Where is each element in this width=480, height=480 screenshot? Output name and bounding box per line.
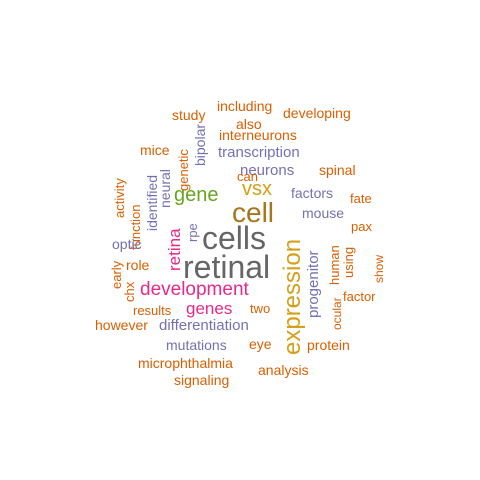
word-differentiation: differentiation: [159, 317, 249, 334]
word-however: however: [95, 317, 148, 333]
word-microphthalmia: microphthalmia: [138, 355, 233, 371]
word-optic: optic: [112, 236, 142, 252]
word-study: study: [172, 107, 206, 123]
word-progenitor: progenitor: [305, 250, 322, 318]
word-genes: genes: [186, 299, 233, 318]
word-signaling: signaling: [174, 372, 230, 388]
word-two: two: [250, 301, 271, 316]
word-mouse: mouse: [302, 205, 345, 221]
word-retinal: retinal: [183, 249, 271, 285]
word-factors: factors: [291, 185, 334, 201]
word-fate: fate: [350, 191, 372, 206]
word-bipolar: bipolar: [192, 123, 208, 166]
word-chx: chx: [122, 281, 137, 302]
word-transcription: transcription: [218, 144, 300, 161]
word-retina: retina: [165, 228, 184, 271]
word-human: human: [327, 245, 342, 285]
word-protein: protein: [307, 337, 350, 353]
word-identified: identified: [144, 174, 160, 231]
word-mice: mice: [140, 142, 170, 158]
word-gene: gene: [174, 184, 219, 206]
word-can: can: [237, 169, 258, 184]
word-spinal: spinal: [319, 162, 356, 178]
word-interneurons: interneurons: [219, 127, 297, 143]
word-neural: neural: [157, 169, 173, 208]
word-results: results: [133, 303, 172, 318]
word-vsx: vsx: [242, 178, 272, 200]
word-pax: pax: [351, 219, 372, 234]
word-mutations: mutations: [166, 337, 227, 353]
word-factor: factor: [343, 289, 376, 304]
word-neurons: neurons: [240, 162, 295, 179]
word-activity: activity: [112, 178, 127, 218]
word-ocular: ocular: [330, 297, 344, 330]
word-cell: cell: [232, 197, 275, 228]
word-show: show: [372, 254, 386, 283]
word-developing: developing: [283, 105, 351, 121]
word-genetic: genetic: [176, 149, 191, 191]
word-role: role: [126, 257, 150, 273]
word-analysis: analysis: [258, 362, 309, 378]
word-eye: eye: [249, 336, 272, 352]
word-development: development: [140, 279, 249, 300]
word-expression: expression: [279, 238, 306, 355]
word-cells: cells: [202, 220, 267, 256]
word-using: using: [341, 246, 356, 278]
word-also: also: [236, 116, 262, 132]
word-including: including: [217, 98, 273, 114]
word-rpe: rpe: [185, 223, 200, 242]
